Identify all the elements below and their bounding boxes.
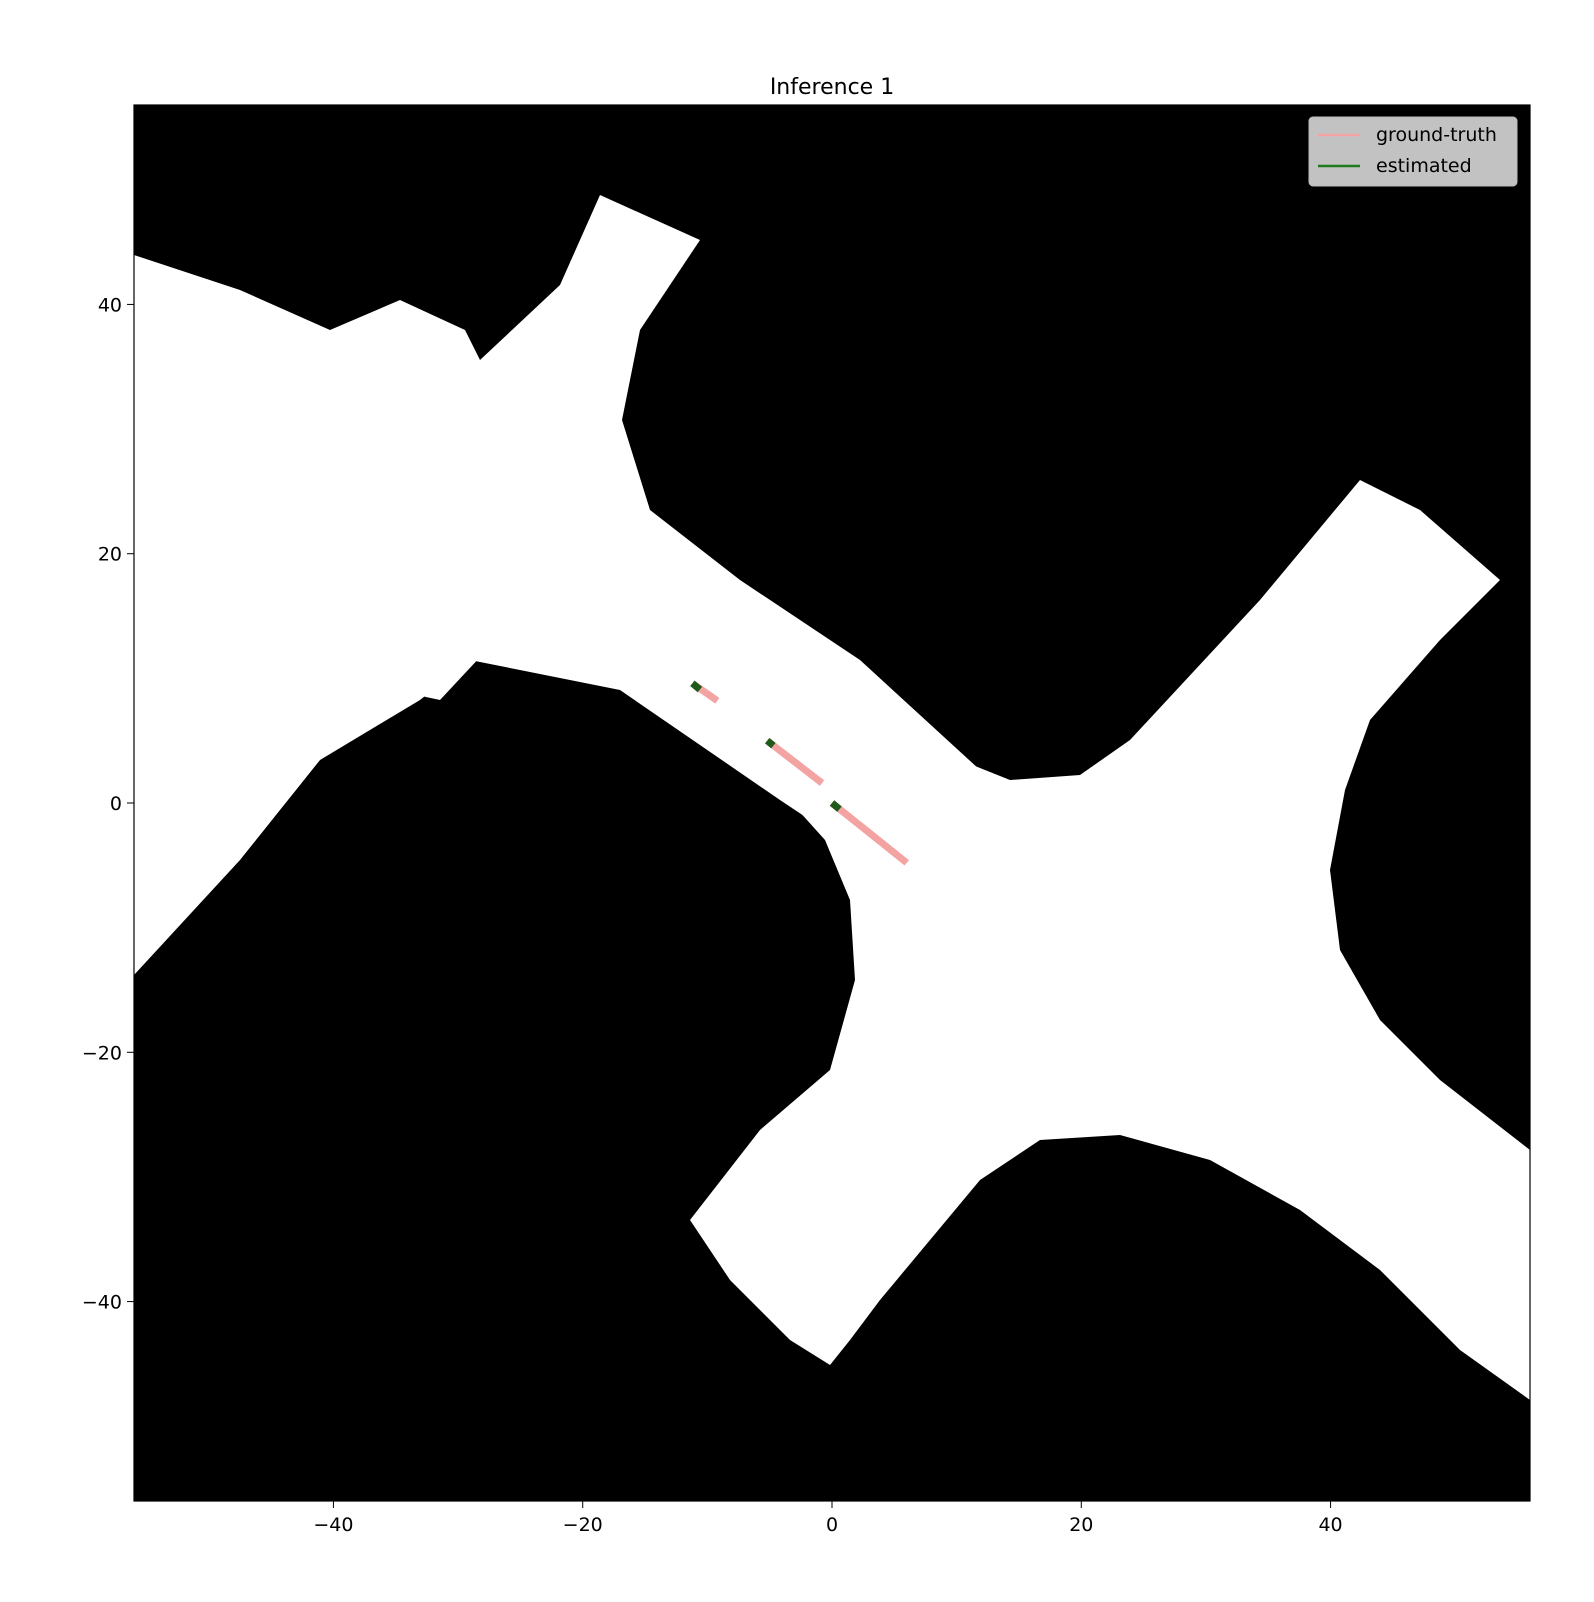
x-tick-label: −20 xyxy=(563,1514,603,1536)
x-tick-label: −40 xyxy=(313,1514,353,1536)
legend: ground-truth estimated xyxy=(1308,116,1518,187)
estimated-segment xyxy=(829,800,842,812)
y-axis: 40 20 0 −20 −40 xyxy=(82,294,134,1314)
y-tick-label: 0 xyxy=(110,793,122,815)
x-tick-label: 20 xyxy=(1069,1514,1093,1536)
x-axis: −40 −20 0 20 40 xyxy=(313,1501,1343,1536)
roundabout-left xyxy=(134,300,560,700)
estimated-segment xyxy=(764,737,776,749)
chart-title: Inference 1 xyxy=(770,75,894,100)
road-central xyxy=(690,480,1530,1400)
x-tick-label: 0 xyxy=(826,1514,838,1536)
estimated-segment xyxy=(690,680,703,693)
x-tick-label: 40 xyxy=(1318,1514,1342,1536)
legend-label-ground-truth: ground-truth xyxy=(1376,124,1497,146)
road-arm-left xyxy=(134,610,470,975)
y-tick-label: 20 xyxy=(98,544,122,566)
series-layer xyxy=(690,680,909,866)
legend-box xyxy=(1308,116,1518,187)
plot-area xyxy=(134,105,1530,1501)
y-tick-label: 40 xyxy=(98,294,122,316)
ground-truth-segment xyxy=(765,737,825,786)
legend-label-estimated: estimated xyxy=(1376,155,1472,177)
drivable-area xyxy=(134,195,1530,1400)
y-tick-label: −40 xyxy=(82,1292,122,1314)
y-tick-label: −20 xyxy=(82,1042,122,1064)
ground-truth-segment xyxy=(829,800,909,866)
